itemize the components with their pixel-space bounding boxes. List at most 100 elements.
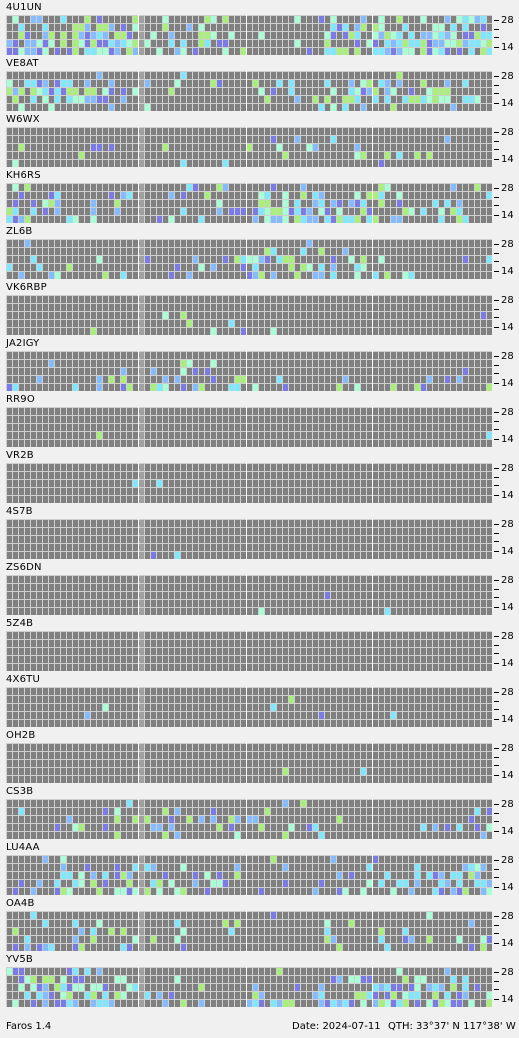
band-scale: 28 14 bbox=[493, 126, 519, 168]
band-tick bbox=[494, 159, 499, 160]
band-scale: 28 14 bbox=[493, 518, 519, 560]
band-label-bottom: 14 bbox=[501, 994, 514, 1005]
band-tick bbox=[494, 197, 499, 198]
band-tick bbox=[494, 821, 499, 822]
band-tick bbox=[494, 495, 499, 496]
station-row: 5Z4B 28 14 bbox=[0, 616, 519, 672]
band-scale: 28 14 bbox=[493, 630, 519, 672]
station-row: ZL6B 28 14 bbox=[0, 224, 519, 280]
band-scale: 28 14 bbox=[493, 798, 519, 840]
band-tick bbox=[494, 692, 499, 693]
propagation-grid bbox=[6, 743, 492, 783]
station-callsign: LU4AA bbox=[6, 842, 40, 853]
band-label-bottom: 14 bbox=[501, 210, 514, 221]
band-tick bbox=[494, 989, 499, 990]
band-tick bbox=[494, 215, 499, 216]
status-bar: Faros 1.4 Date: 2024-07-11 QTH: 33°37' N… bbox=[0, 1014, 519, 1038]
propagation-grid bbox=[6, 799, 492, 839]
band-label-bottom: 14 bbox=[501, 714, 514, 725]
station-callsign: OH2B bbox=[6, 730, 36, 741]
band-tick bbox=[494, 999, 499, 1000]
station-callsign: VK6RBP bbox=[6, 282, 47, 293]
propagation-grid bbox=[6, 15, 492, 55]
band-label-top: 28 bbox=[501, 911, 514, 922]
band-tick bbox=[494, 981, 499, 982]
band-label-bottom: 14 bbox=[501, 378, 514, 389]
band-tick bbox=[494, 468, 499, 469]
propagation-grid bbox=[6, 295, 492, 335]
band-scale: 28 14 bbox=[493, 462, 519, 504]
band-tick bbox=[494, 709, 499, 710]
band-tick bbox=[494, 831, 499, 832]
band-scale: 28 14 bbox=[493, 294, 519, 336]
band-scale: 28 14 bbox=[493, 238, 519, 280]
band-label-bottom: 14 bbox=[501, 154, 514, 165]
band-tick bbox=[494, 943, 499, 944]
band-tick bbox=[494, 775, 499, 776]
station-row: LU4AA 28 14 bbox=[0, 840, 519, 896]
band-label-bottom: 14 bbox=[501, 434, 514, 445]
band-tick bbox=[494, 76, 499, 77]
band-tick bbox=[494, 860, 499, 861]
band-tick bbox=[494, 477, 499, 478]
band-tick bbox=[494, 925, 499, 926]
band-scale: 28 14 bbox=[493, 742, 519, 784]
band-tick bbox=[494, 141, 499, 142]
station-callsign: ZL6B bbox=[6, 226, 33, 237]
band-tick bbox=[494, 439, 499, 440]
station-callsign: VR2B bbox=[6, 450, 34, 461]
band-label-top: 28 bbox=[501, 855, 514, 866]
band-tick bbox=[494, 589, 499, 590]
band-label-bottom: 14 bbox=[501, 770, 514, 781]
band-label-top: 28 bbox=[501, 407, 514, 418]
band-tick bbox=[494, 85, 499, 86]
app-name: Faros 1.4 bbox=[6, 1021, 52, 1032]
band-tick bbox=[494, 244, 499, 245]
band-tick bbox=[494, 719, 499, 720]
band-label-top: 28 bbox=[501, 967, 514, 978]
band-tick bbox=[494, 877, 499, 878]
band-label-top: 28 bbox=[501, 463, 514, 474]
band-tick bbox=[494, 916, 499, 917]
band-label-top: 28 bbox=[501, 351, 514, 362]
band-label-top: 28 bbox=[501, 631, 514, 642]
band-tick bbox=[494, 412, 499, 413]
band-tick bbox=[494, 524, 499, 525]
band-tick bbox=[494, 271, 499, 272]
band-label-bottom: 14 bbox=[501, 266, 514, 277]
band-tick bbox=[494, 149, 499, 150]
station-callsign: 4S7B bbox=[6, 506, 33, 517]
station-row: W6WX 28 14 bbox=[0, 112, 519, 168]
station-row: JA2IGY 28 14 bbox=[0, 336, 519, 392]
band-label-top: 28 bbox=[501, 575, 514, 586]
band-tick bbox=[494, 373, 499, 374]
band-tick bbox=[494, 663, 499, 664]
band-scale: 28 14 bbox=[493, 350, 519, 392]
station-callsign: 5Z4B bbox=[6, 618, 34, 629]
band-label-bottom: 14 bbox=[501, 658, 514, 669]
station-row: ZS6DN 28 14 bbox=[0, 560, 519, 616]
band-tick bbox=[494, 541, 499, 542]
band-label-bottom: 14 bbox=[501, 42, 514, 53]
station-callsign: CS3B bbox=[6, 786, 34, 797]
band-tick bbox=[494, 653, 499, 654]
band-tick bbox=[494, 205, 499, 206]
band-tick bbox=[494, 485, 499, 486]
band-scale: 28 14 bbox=[493, 966, 519, 1008]
station-callsign: YV5B bbox=[6, 954, 33, 965]
band-tick bbox=[494, 300, 499, 301]
band-tick bbox=[494, 29, 499, 30]
band-tick bbox=[494, 869, 499, 870]
band-tick bbox=[494, 701, 499, 702]
band-scale: 28 14 bbox=[493, 910, 519, 952]
band-tick bbox=[494, 47, 499, 48]
station-row: RR9O 28 14 bbox=[0, 392, 519, 448]
propagation-grid bbox=[6, 127, 492, 167]
band-label-bottom: 14 bbox=[501, 882, 514, 893]
band-tick bbox=[494, 261, 499, 262]
band-label-bottom: 14 bbox=[501, 546, 514, 557]
propagation-grid bbox=[6, 183, 492, 223]
propagation-grid bbox=[6, 575, 492, 615]
band-label-top: 28 bbox=[501, 127, 514, 138]
date-label: Date: 2024-07-11 bbox=[292, 1021, 381, 1032]
